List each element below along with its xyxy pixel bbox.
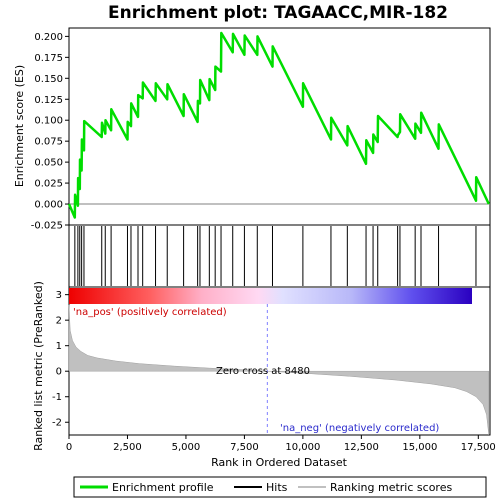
x-tick-label: 5,000	[172, 442, 201, 453]
x-tick-label: 2,500	[113, 442, 142, 453]
es-y-tick-label: 0.175	[34, 53, 63, 64]
metric-y-tick-label: 1	[56, 341, 62, 352]
x-axis-label: Rank in Ordered Dataset	[211, 456, 348, 469]
metric-y-tick-label: 2	[56, 316, 62, 327]
pos-label: 'na_pos' (positively correlated)	[73, 307, 227, 318]
enrichment-profile-series	[67, 31, 490, 219]
metric-y-tick-label: 0	[56, 367, 62, 378]
zero-cross-label: Zero cross at 8480	[216, 366, 310, 377]
x-tick-label: 15,000	[402, 442, 437, 453]
hits-panel-frame	[68, 224, 491, 288]
legend: Enrichment profile Hits Ranking metric s…	[73, 476, 487, 498]
legend-hits-label: Hits	[266, 481, 288, 494]
es-y-tick-label: 0.050	[34, 158, 63, 169]
es-ylabel: Enrichment score (ES)	[13, 65, 26, 187]
x-tick-label: 7,500	[230, 442, 259, 453]
legend-metric-label: Ranking metric scores	[330, 481, 452, 494]
metric-ylabel: Ranked list metric (PreRanked)	[32, 281, 45, 451]
rank-x-axis: 0 2,500 5,000 7,500 10,000 12,500 15,000 17,500	[66, 435, 496, 453]
neg-label: 'na_neg' (negatively correlated)	[280, 423, 439, 434]
es-y-axis: -0.025 0.000 0.025 0.050 0.075 0.100 0.125 0.15…	[31, 32, 69, 232]
chart-title: Enrichment plot: TAGAACC,MIR-182	[108, 3, 448, 23]
x-tick-label: 12,500	[344, 442, 379, 453]
metric-y-tick-label: -1	[52, 392, 62, 403]
es-y-tick-label: 0.100	[34, 116, 63, 127]
legend-frame	[73, 476, 487, 498]
es-y-tick-label: 0.150	[34, 74, 63, 85]
x-tick-label: 17,500	[461, 442, 496, 453]
es-y-tick-label: 0.025	[34, 179, 63, 190]
x-tick-label: 10,000	[285, 442, 320, 453]
legend-enrichment-label: Enrichment profile	[112, 481, 214, 494]
metric-y-axis: -2 -1 0 1 2 3	[52, 290, 69, 429]
hit-marks	[74, 226, 477, 286]
es-y-tick-label: -0.025	[31, 221, 63, 232]
es-y-tick-label: 0.075	[34, 137, 63, 148]
enrichment-profile-line	[67, 31, 490, 219]
metric-y-tick-label: -2	[52, 418, 62, 429]
ranked-metric-area	[68, 304, 490, 436]
es-y-tick-label: 0.000	[34, 200, 63, 211]
rank-color-bar	[69, 288, 472, 304]
x-tick-label: 0	[66, 442, 72, 453]
ranked-metric-series	[68, 304, 490, 436]
es-y-tick-label: 0.200	[34, 32, 63, 43]
es-y-tick-label: 0.125	[34, 95, 63, 106]
metric-y-tick-label: 3	[56, 290, 62, 301]
